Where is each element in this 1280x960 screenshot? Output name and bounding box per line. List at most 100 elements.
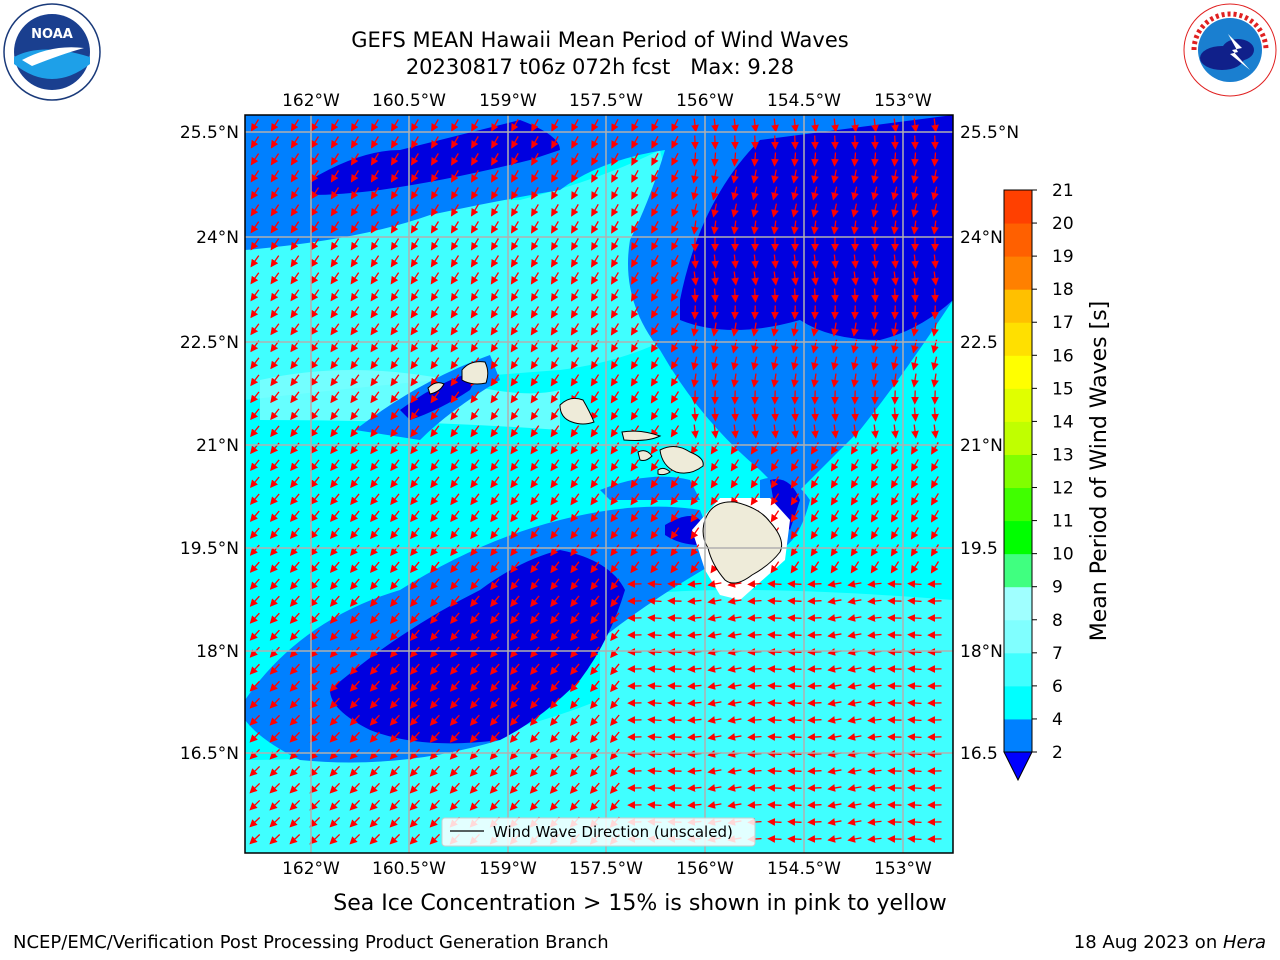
wind-wave-arrow bbox=[767, 699, 782, 707]
wind-wave-arrow bbox=[630, 493, 640, 506]
wind-wave-arrow bbox=[270, 204, 280, 217]
wind-wave-arrow bbox=[670, 408, 680, 421]
wind-wave-arrow bbox=[891, 373, 899, 388]
wind-wave-arrow bbox=[310, 238, 320, 251]
wind-wave-arrow bbox=[871, 373, 879, 388]
wind-wave-arrow bbox=[747, 631, 762, 639]
wind-wave-arrow bbox=[270, 425, 280, 438]
wind-wave-arrow bbox=[270, 391, 280, 404]
wind-wave-arrow bbox=[867, 580, 882, 588]
wind-wave-arrow bbox=[931, 322, 939, 337]
legend-label: Wind Wave Direction (unscaled) bbox=[493, 823, 733, 841]
wind-wave-arrow bbox=[891, 220, 899, 235]
wind-wave-arrow bbox=[670, 527, 680, 540]
wind-wave-arrow bbox=[550, 391, 560, 404]
wind-wave-arrow bbox=[871, 356, 879, 371]
wind-wave-arrow bbox=[630, 289, 639, 302]
wind-wave-arrow bbox=[767, 580, 782, 588]
wind-wave-arrow bbox=[791, 373, 799, 388]
wind-wave-arrow bbox=[451, 136, 459, 149]
wind-wave-arrow bbox=[550, 272, 559, 285]
wind-wave-arrow bbox=[931, 220, 939, 235]
wind-wave-arrow bbox=[870, 527, 880, 540]
wind-wave-arrow bbox=[350, 289, 360, 302]
wind-wave-arrow bbox=[350, 170, 360, 183]
wind-wave-arrow bbox=[531, 170, 539, 183]
wind-wave-arrow bbox=[370, 187, 380, 200]
wind-wave-arrow bbox=[650, 493, 660, 506]
wind-wave-arrow bbox=[570, 425, 580, 438]
wind-wave-arrow bbox=[370, 425, 380, 438]
wind-wave-arrow bbox=[590, 578, 600, 591]
wind-wave-arrow bbox=[630, 357, 640, 370]
wind-wave-arrow bbox=[370, 238, 380, 251]
colorbar-segment bbox=[1004, 454, 1032, 489]
wind-wave-arrow bbox=[350, 306, 360, 319]
wind-wave-arrow bbox=[550, 289, 559, 302]
wind-wave-arrow bbox=[631, 118, 639, 132]
wind-wave-arrow bbox=[451, 119, 459, 132]
wind-wave-arrow bbox=[490, 510, 500, 523]
wind-wave-arrow bbox=[430, 510, 440, 523]
wind-wave-arrow bbox=[470, 289, 480, 302]
wind-wave-arrow bbox=[831, 118, 839, 133]
wind-wave-arrow bbox=[391, 119, 399, 132]
wind-wave-arrow bbox=[851, 152, 859, 167]
wind-wave-arrow bbox=[791, 220, 799, 235]
wind-wave-arrow bbox=[510, 459, 520, 472]
wind-wave-arrow bbox=[270, 119, 280, 132]
wind-wave-arrow bbox=[650, 459, 660, 472]
wind-wave-arrow bbox=[747, 597, 762, 605]
lon-label: 159°W bbox=[479, 859, 537, 879]
wind-wave-arrow bbox=[650, 527, 660, 540]
wind-wave-arrow bbox=[410, 408, 420, 421]
wind-wave-arrow bbox=[731, 135, 739, 150]
wind-wave-arrow bbox=[811, 322, 819, 337]
wind-wave-arrow bbox=[910, 544, 920, 557]
wind-wave-arrow bbox=[790, 476, 800, 489]
wind-wave-arrow bbox=[931, 424, 939, 439]
wind-wave-arrow bbox=[531, 118, 539, 132]
wind-wave-arrow bbox=[747, 580, 762, 588]
wind-wave-arrow bbox=[510, 374, 520, 387]
wind-wave-arrow bbox=[747, 682, 762, 690]
wind-wave-arrow bbox=[570, 510, 580, 523]
wind-wave-arrow bbox=[671, 118, 679, 132]
wind-wave-arrow bbox=[891, 288, 899, 303]
wind-wave-arrow bbox=[550, 578, 560, 591]
wind-wave-arrow bbox=[691, 152, 699, 167]
lat-label: 19.5 bbox=[960, 539, 998, 559]
wind-wave-arrow bbox=[610, 323, 619, 336]
wind-wave-arrow bbox=[911, 459, 919, 472]
wind-wave-arrow bbox=[390, 425, 400, 438]
wind-wave-arrow bbox=[630, 374, 640, 387]
wind-wave-arrow bbox=[390, 187, 399, 200]
wind-wave-arrow bbox=[550, 408, 560, 421]
wind-wave-arrow bbox=[690, 527, 700, 540]
wind-wave-arrow bbox=[767, 716, 782, 724]
wind-wave-arrow bbox=[530, 391, 540, 404]
wind-wave-arrows bbox=[249, 118, 942, 845]
wind-wave-arrow bbox=[610, 374, 620, 387]
wind-wave-arrow bbox=[510, 476, 520, 489]
wind-wave-arrow bbox=[410, 255, 420, 268]
wind-wave-arrow bbox=[671, 289, 679, 302]
wind-wave-arrow bbox=[450, 238, 460, 251]
wind-wave-arrow bbox=[687, 580, 702, 588]
wind-wave-arrow bbox=[891, 186, 899, 201]
wind-wave-arrow bbox=[910, 493, 919, 506]
wind-wave-arrow bbox=[370, 408, 380, 421]
wind-wave-arrow bbox=[770, 493, 780, 506]
wind-wave-arrow bbox=[790, 544, 800, 557]
wind-wave-arrow bbox=[810, 476, 820, 489]
wind-wave-arrow bbox=[891, 203, 899, 218]
wind-wave-arrow bbox=[751, 118, 759, 133]
wind-wave-arrow bbox=[310, 221, 320, 234]
wind-wave-arrow bbox=[250, 476, 260, 489]
wind-wave-arrow bbox=[787, 665, 802, 673]
wind-wave-arrow bbox=[270, 153, 280, 166]
wind-wave-arrow bbox=[370, 119, 379, 132]
wind-wave-arrow bbox=[310, 136, 319, 149]
wind-wave-arrow bbox=[570, 289, 579, 302]
wind-wave-arrow bbox=[531, 187, 539, 200]
